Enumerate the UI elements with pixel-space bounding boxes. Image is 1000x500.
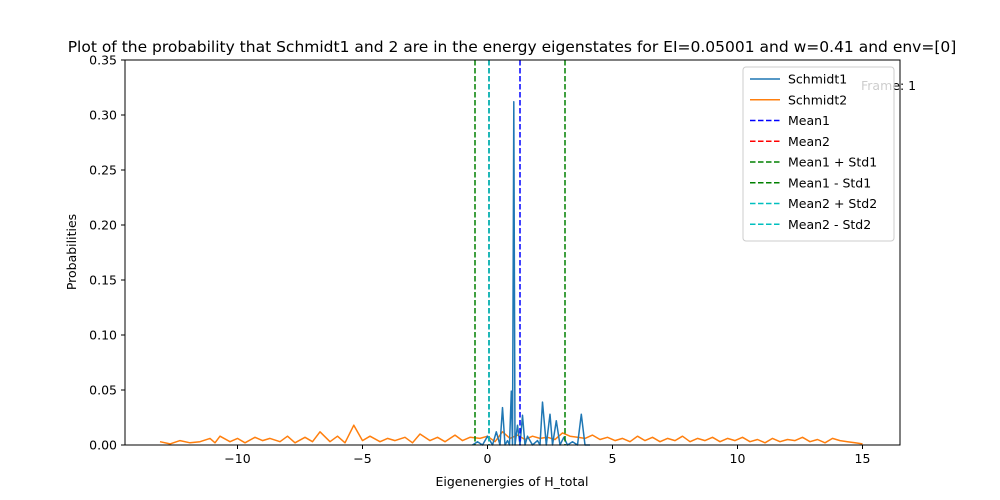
x-tick-label: 5 (609, 451, 617, 466)
x-tick-label: −10 (224, 451, 250, 466)
x-axis-label: Eigenenergies of H_total (436, 474, 589, 489)
legend-label: Mean2 - Std2 (788, 217, 871, 232)
legend-box (742, 66, 895, 242)
y-axis-label: Probabilities (64, 214, 79, 290)
legend-label: Schmidt1 (788, 72, 847, 87)
legend-label: Mean1 (788, 113, 830, 128)
legend-label: Mean2 + Std2 (788, 196, 877, 211)
chart-title: Plot of the probability that Schmidt1 an… (68, 38, 957, 56)
legend-label: Mean1 - Std1 (788, 175, 871, 190)
legend-label: Mean1 + Std1 (788, 155, 877, 170)
y-tick-label: 0.10 (89, 328, 117, 343)
y-tick-label: 0.35 (89, 53, 117, 68)
y-tick-label: 0.15 (89, 273, 117, 288)
x-tick-label: 10 (730, 451, 746, 466)
y-tick-label: 0.20 (89, 218, 117, 233)
y-tick-label: 0.30 (89, 108, 117, 123)
legend: Schmidt1 Schmidt2 Mean1 Mean2 Mean1 + Std1 Me… (742, 66, 895, 242)
x-tick-label: 15 (855, 451, 871, 466)
x-tick-label: −5 (353, 451, 371, 466)
plot-frame (124, 59, 901, 446)
y-tick-label: 0.05 (89, 383, 117, 398)
y-tick-label: 0.00 (89, 438, 117, 453)
x-axis-ticks: −10 −5 0 5 10 15 (224, 445, 870, 466)
y-tick-label: 0.25 (89, 163, 117, 178)
y-axis-ticks: 0.00 0.05 0.10 0.15 0.20 0.25 0.30 0.35 (89, 53, 125, 453)
mean-lines-layer (474, 60, 566, 445)
legend-label: Mean2 (788, 134, 830, 149)
x-tick-label: 0 (484, 451, 492, 466)
legend-label: Schmidt2 (788, 92, 847, 107)
